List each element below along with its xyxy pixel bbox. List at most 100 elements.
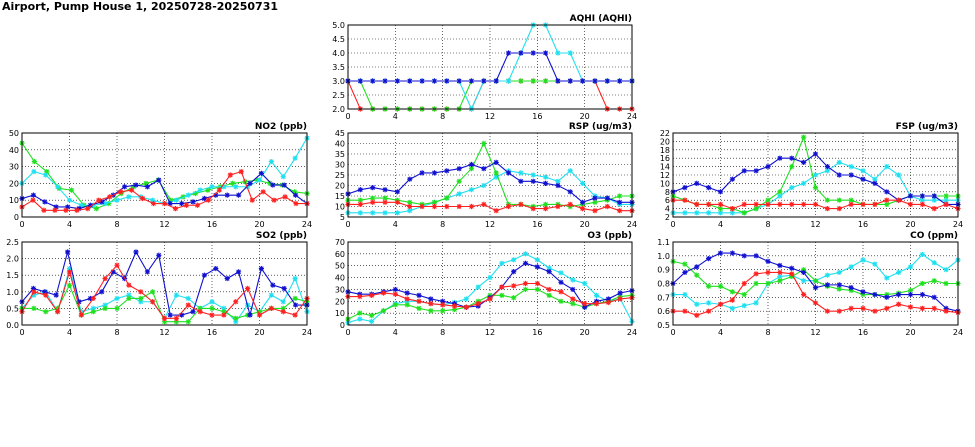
- no2-series-cyan-point: [292, 155, 298, 161]
- o3-series-blue-point: [511, 269, 517, 275]
- fsp-series-red-point: [824, 206, 830, 212]
- fsp-series-cyan-point: [717, 210, 724, 216]
- o3-series-cyan-point: [487, 274, 493, 281]
- so2-series-red-point: [66, 269, 73, 275]
- rsp-series-green-point: [357, 197, 363, 203]
- fsp-series-cyan-point: [824, 168, 830, 174]
- so2-series-green-point: [161, 319, 168, 325]
- so2-series-blue-point: [236, 269, 242, 275]
- co-series-red-point: [777, 269, 783, 276]
- rsp-series-cyan-point: [407, 208, 413, 214]
- rsp-series-cyan-point: [382, 210, 388, 216]
- so2-series-blue-point: [247, 312, 253, 318]
- fsp-series-blue-point: [682, 185, 688, 191]
- no2-series-red-point: [172, 206, 179, 212]
- no2-series-green-point: [68, 187, 75, 193]
- o3-series-cyan-point: [582, 280, 588, 287]
- co-series-cyan-point: [729, 305, 735, 311]
- co-series-green-point: [801, 267, 807, 273]
- no2-chart: NO2 (ppb) 0 10 20 30 40 50 0 4 8 12 16 20 24: [9, 122, 312, 229]
- fsp-ytick-label: 6: [665, 196, 670, 205]
- co-series-green-point: [812, 278, 819, 284]
- fsp-series-blue-point: [694, 180, 700, 186]
- no2-series-red-point: [41, 207, 47, 213]
- o3-series-red-point: [392, 291, 398, 297]
- o3-series-cyan-point: [357, 316, 363, 322]
- o3-series-cyan-point: [546, 265, 552, 271]
- rsp-series-cyan-point: [468, 187, 475, 193]
- o3-xtick-label: 24: [627, 328, 637, 337]
- rsp-series-blue-point: [481, 166, 487, 172]
- rsp-xtick-label: 16: [532, 220, 542, 229]
- no2-series-cyan-point: [233, 184, 239, 190]
- no2-series-red-point: [227, 172, 233, 178]
- so2-ytick-label: 0.5: [6, 304, 19, 313]
- fsp-xtick-label: 16: [858, 220, 868, 229]
- so2-chart: SO2 (ppb) 0.0 0.5 1.0 1.5 2.0 2.5 0 4 8 12 16 20 24: [6, 231, 312, 337]
- no2-series-blue-point: [213, 192, 219, 198]
- no2-series-red-point: [260, 189, 266, 195]
- rsp-xtick-label: 20: [580, 220, 590, 229]
- o3-chart: O3 (ppb) 0 10 20 30 40 50 60 70 0 4 8 12 16 20 24: [335, 231, 637, 337]
- aqhi-series-blue-point: [592, 78, 598, 84]
- aqhi-series-green-point: [530, 78, 536, 84]
- o3-series-green-point: [357, 310, 363, 316]
- o3-frame: [347, 241, 633, 326]
- co-xtick-label: 12: [810, 328, 820, 337]
- fsp-ytick-label: 12: [660, 171, 670, 180]
- o3-series-green-point: [440, 308, 446, 314]
- no2-series-green-point: [168, 197, 174, 203]
- aqhi-series-blue-point: [518, 50, 524, 56]
- so2-series-cyan-point: [233, 319, 239, 325]
- rsp-ytick-label: 20: [335, 182, 345, 191]
- fsp-series-blue-point: [765, 164, 771, 170]
- o3-series-cyan-line: [347, 253, 633, 324]
- co-series-cyan-point: [884, 275, 890, 281]
- rsp-series-red-point: [370, 199, 376, 205]
- co-series-red-point: [682, 308, 688, 314]
- co-series-blue-point: [706, 256, 712, 262]
- co-series-green-point: [789, 273, 795, 280]
- rsp-series-green-point: [468, 166, 475, 172]
- aqhi-xtick-label: 24: [627, 112, 637, 121]
- fsp-series-green-point: [812, 185, 819, 191]
- no2-series-blue-point: [293, 192, 299, 198]
- co-ytick-label: 0.9: [657, 266, 670, 275]
- so2-series-green-point: [185, 319, 191, 325]
- rsp-series-red-point: [481, 201, 487, 207]
- rsp-series-blue-point: [518, 178, 524, 184]
- so2-series-blue-point: [201, 272, 207, 278]
- aqhi-ytick-label: 4.5: [332, 35, 345, 44]
- no2-series-cyan-point: [31, 169, 37, 175]
- aqhi-series-green-point: [518, 78, 524, 84]
- no2-xtick-label: 8: [114, 220, 119, 229]
- no2-series-blue-point: [156, 177, 162, 183]
- fsp-series-red-point: [753, 201, 759, 207]
- o3-series-blue-point: [546, 269, 552, 275]
- aqhi-series-blue-point: [481, 78, 487, 84]
- co-series-blue-point: [872, 291, 878, 298]
- fsp-series-green-point: [789, 164, 795, 170]
- co-series-green-point: [765, 280, 771, 287]
- co-series-red-point: [824, 308, 830, 314]
- co-series-green-point: [907, 287, 914, 294]
- so2-series-red-point: [268, 305, 274, 311]
- no2-series-blue-point: [270, 182, 276, 188]
- so2-series-red-point: [31, 289, 37, 295]
- o3-series-red-point: [404, 296, 410, 302]
- fsp-series-green-point: [836, 197, 842, 203]
- co-series-cyan-point: [931, 260, 937, 266]
- rsp-series-red-point: [431, 203, 438, 210]
- so2-xtick-label: 0: [19, 328, 24, 337]
- co-series-blue-point: [765, 258, 771, 264]
- rsp-series-red-point: [468, 203, 475, 210]
- so2-ytick-label: 2.5: [6, 238, 19, 247]
- so2-series-red-point: [90, 295, 96, 302]
- no2-series-blue-point: [247, 180, 253, 186]
- fsp-series-green-point: [717, 206, 724, 212]
- no2-series-red-point: [129, 187, 135, 193]
- fsp-series-blue-point: [789, 155, 795, 161]
- o3-series-red-point: [605, 299, 611, 306]
- rsp-series-cyan-point: [555, 178, 561, 184]
